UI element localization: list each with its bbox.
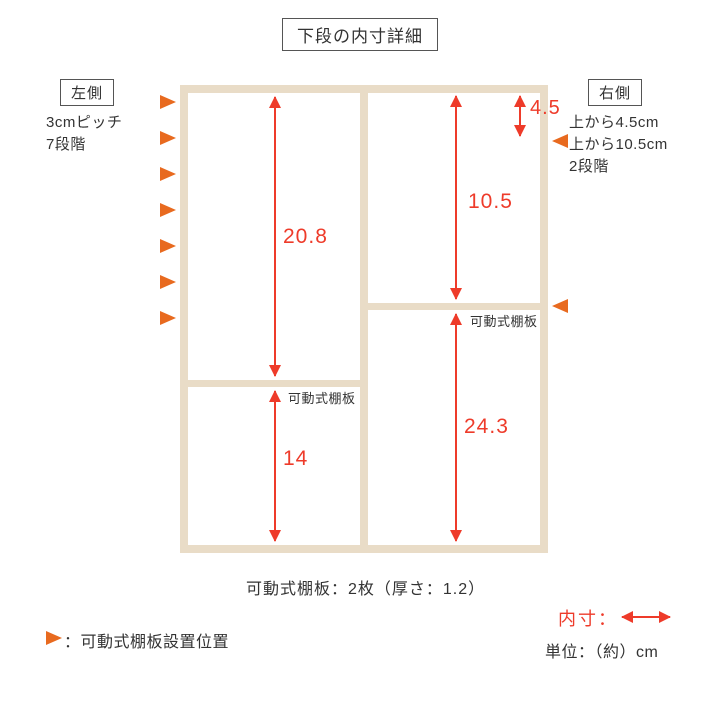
dim-label-10-5: 10.5 — [468, 190, 513, 214]
dim-label-4-5: 4.5 — [530, 97, 561, 120]
shelf-label-right: 可動式棚板 — [470, 311, 538, 330]
shelf-pos-marker-icon — [160, 239, 176, 253]
dim-arrow-20-8 — [274, 97, 276, 376]
dim-label-14: 14 — [283, 447, 308, 471]
legend-triangle-icon — [46, 631, 62, 645]
shelf-pos-marker-icon — [160, 275, 176, 289]
shelf-label-left: 可動式棚板 — [288, 388, 356, 407]
left-side-text: 3cmピッチ 7段階 — [46, 112, 122, 156]
left-pitch-text: 3cmピッチ — [46, 114, 122, 131]
cabinet-diagram: 20.8 14 10.5 24.3 可動式棚板 可動式棚板 — [180, 85, 548, 553]
right-line1: 上から4.5cm — [569, 114, 659, 131]
dim-arrow-24-3 — [455, 314, 457, 541]
dim-arrow-4-5-outer — [519, 96, 521, 136]
right-line3: 2段階 — [569, 158, 609, 175]
right-line2: 上から10.5cm — [569, 136, 668, 153]
legend-arrow-icon — [622, 616, 670, 618]
dim-arrow-10-5-full — [455, 96, 457, 299]
legend-shelf-position: ：可動式棚板設置位置 — [64, 628, 229, 652]
diagram-title: 下段の内寸詳細 — [282, 18, 438, 51]
shelf-pos-marker-icon — [552, 299, 568, 313]
left-side-label: 左側 — [60, 79, 114, 106]
legend-unit: 単位：（約）cm — [545, 638, 658, 662]
shelf-pos-marker-icon — [160, 311, 176, 325]
left-steps-text: 7段階 — [46, 136, 86, 153]
shelf-pos-marker-icon — [552, 134, 568, 148]
bottom-note: 可動式棚板：2枚（厚さ：1.2） — [246, 575, 485, 599]
legend-inner-dim: 内寸： — [558, 605, 618, 631]
shelf-pos-marker-icon — [160, 203, 176, 217]
shelf-pos-marker-icon — [160, 131, 176, 145]
shelf-pos-marker-icon — [160, 167, 176, 181]
dim-arrow-14 — [274, 391, 276, 541]
right-side-label: 右側 — [588, 79, 642, 106]
right-side-text: 上から4.5cm 上から10.5cm 2段階 — [569, 112, 668, 177]
shelf-pos-marker-icon — [160, 95, 176, 109]
dim-label-24-3: 24.3 — [464, 415, 509, 439]
dim-label-20-8: 20.8 — [283, 225, 328, 249]
